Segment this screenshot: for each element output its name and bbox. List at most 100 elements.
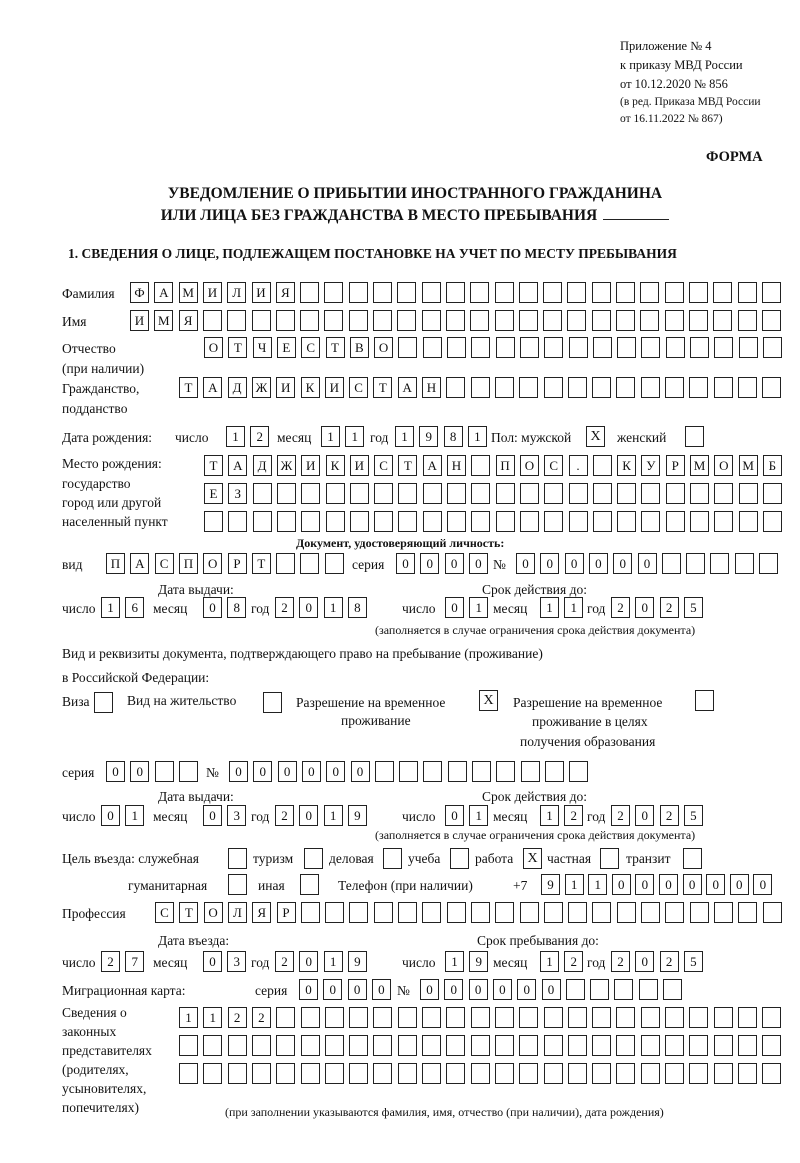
char-box[interactable] — [300, 553, 320, 574]
char-box[interactable] — [421, 310, 441, 331]
char-box[interactable]: 0 — [444, 553, 464, 574]
char-box[interactable] — [640, 1007, 660, 1028]
char-box[interactable] — [689, 1035, 709, 1056]
char-box[interactable] — [397, 310, 417, 331]
char-box[interactable]: Т — [228, 337, 248, 358]
char-box[interactable] — [519, 902, 539, 923]
char-box[interactable] — [737, 1063, 757, 1084]
char-box[interactable] — [470, 1063, 490, 1084]
char-box[interactable] — [737, 1007, 757, 1028]
char-box[interactable]: 1 — [564, 874, 584, 895]
char-box[interactable] — [737, 1035, 757, 1056]
char-box[interactable] — [422, 337, 442, 358]
char-box[interactable]: Ч — [252, 337, 272, 358]
char-box[interactable] — [640, 310, 660, 331]
char-box[interactable]: О — [203, 553, 223, 574]
char-box[interactable] — [592, 511, 612, 532]
char-box[interactable] — [422, 1063, 441, 1084]
char-box[interactable]: А — [203, 377, 223, 398]
char-box[interactable]: 0 — [299, 805, 319, 826]
char-box[interactable] — [397, 1035, 417, 1056]
char-box[interactable] — [251, 1035, 271, 1056]
char-box[interactable] — [348, 310, 368, 331]
char-box[interactable] — [617, 483, 637, 504]
char-box[interactable] — [689, 902, 709, 923]
char-box[interactable]: 0 — [299, 597, 319, 618]
char-box[interactable] — [373, 310, 392, 331]
char-box[interactable] — [688, 310, 708, 331]
char-box[interactable]: И — [202, 282, 222, 303]
char-box[interactable] — [544, 511, 564, 532]
char-box[interactable] — [398, 902, 417, 923]
char-box[interactable] — [446, 377, 466, 398]
char-box[interactable] — [398, 511, 418, 532]
char-box[interactable]: И — [324, 377, 344, 398]
char-box[interactable]: 1 — [323, 597, 343, 618]
char-box[interactable] — [661, 553, 681, 574]
char-box[interactable] — [300, 902, 320, 923]
char-box[interactable] — [616, 902, 636, 923]
char-box[interactable] — [665, 902, 685, 923]
char-box[interactable] — [713, 1035, 733, 1056]
char-box[interactable] — [519, 483, 539, 504]
char-box[interactable]: Б — [762, 455, 782, 476]
char-box[interactable]: 2 — [611, 951, 630, 972]
char-box[interactable] — [373, 1035, 393, 1056]
char-box[interactable]: Л — [227, 282, 247, 303]
char-box[interactable]: 1 — [469, 805, 489, 826]
char-box[interactable]: 0 — [635, 874, 655, 895]
char-box[interactable] — [227, 1063, 247, 1084]
char-box[interactable]: А — [228, 455, 248, 476]
char-box[interactable]: 1 — [179, 1007, 198, 1028]
char-box[interactable] — [663, 979, 682, 1000]
char-box[interactable] — [762, 1063, 782, 1084]
char-box[interactable] — [641, 483, 661, 504]
char-box[interactable]: К — [617, 455, 637, 476]
char-box[interactable]: П — [106, 553, 125, 574]
char-box[interactable] — [494, 282, 514, 303]
char-box[interactable] — [592, 1063, 612, 1084]
char-box[interactable] — [640, 1063, 660, 1084]
char-box[interactable] — [446, 1063, 466, 1084]
char-box[interactable] — [325, 902, 345, 923]
char-box[interactable] — [398, 483, 418, 504]
char-box[interactable] — [447, 761, 467, 782]
char-box[interactable]: Д — [227, 377, 247, 398]
char-box[interactable] — [762, 1035, 782, 1056]
char-box[interactable]: 0 — [516, 553, 535, 574]
char-box[interactable]: 2 — [275, 951, 294, 972]
char-box[interactable] — [762, 511, 782, 532]
char-box[interactable] — [690, 511, 709, 532]
char-box[interactable]: 5 — [683, 805, 703, 826]
birthplace-field-line-3[interactable] — [204, 511, 787, 533]
char-box[interactable] — [616, 1035, 636, 1056]
char-box[interactable] — [324, 553, 344, 574]
char-box[interactable]: К — [300, 377, 320, 398]
char-box[interactable] — [399, 761, 419, 782]
sex-female-checkbox[interactable] — [685, 426, 704, 447]
char-box[interactable]: 2 — [250, 426, 270, 447]
purpose-other-checkbox[interactable] — [300, 874, 319, 895]
char-box[interactable] — [324, 1007, 344, 1028]
char-box[interactable] — [640, 282, 660, 303]
char-box[interactable]: 1 — [564, 597, 584, 618]
char-box[interactable] — [373, 1063, 393, 1084]
char-box[interactable]: 2 — [564, 805, 584, 826]
char-box[interactable] — [713, 310, 733, 331]
char-box[interactable]: 0 — [637, 553, 657, 574]
purpose-private-checkbox[interactable] — [600, 848, 619, 869]
char-box[interactable]: 5 — [683, 597, 703, 618]
char-box[interactable]: 0 — [588, 553, 608, 574]
char-box[interactable]: 2 — [564, 951, 584, 972]
char-box[interactable]: 0 — [564, 553, 584, 574]
char-box[interactable] — [591, 310, 611, 331]
char-box[interactable]: 0 — [635, 805, 655, 826]
char-box[interactable]: 0 — [492, 979, 512, 1000]
char-box[interactable]: Т — [325, 337, 345, 358]
char-box[interactable] — [544, 337, 564, 358]
